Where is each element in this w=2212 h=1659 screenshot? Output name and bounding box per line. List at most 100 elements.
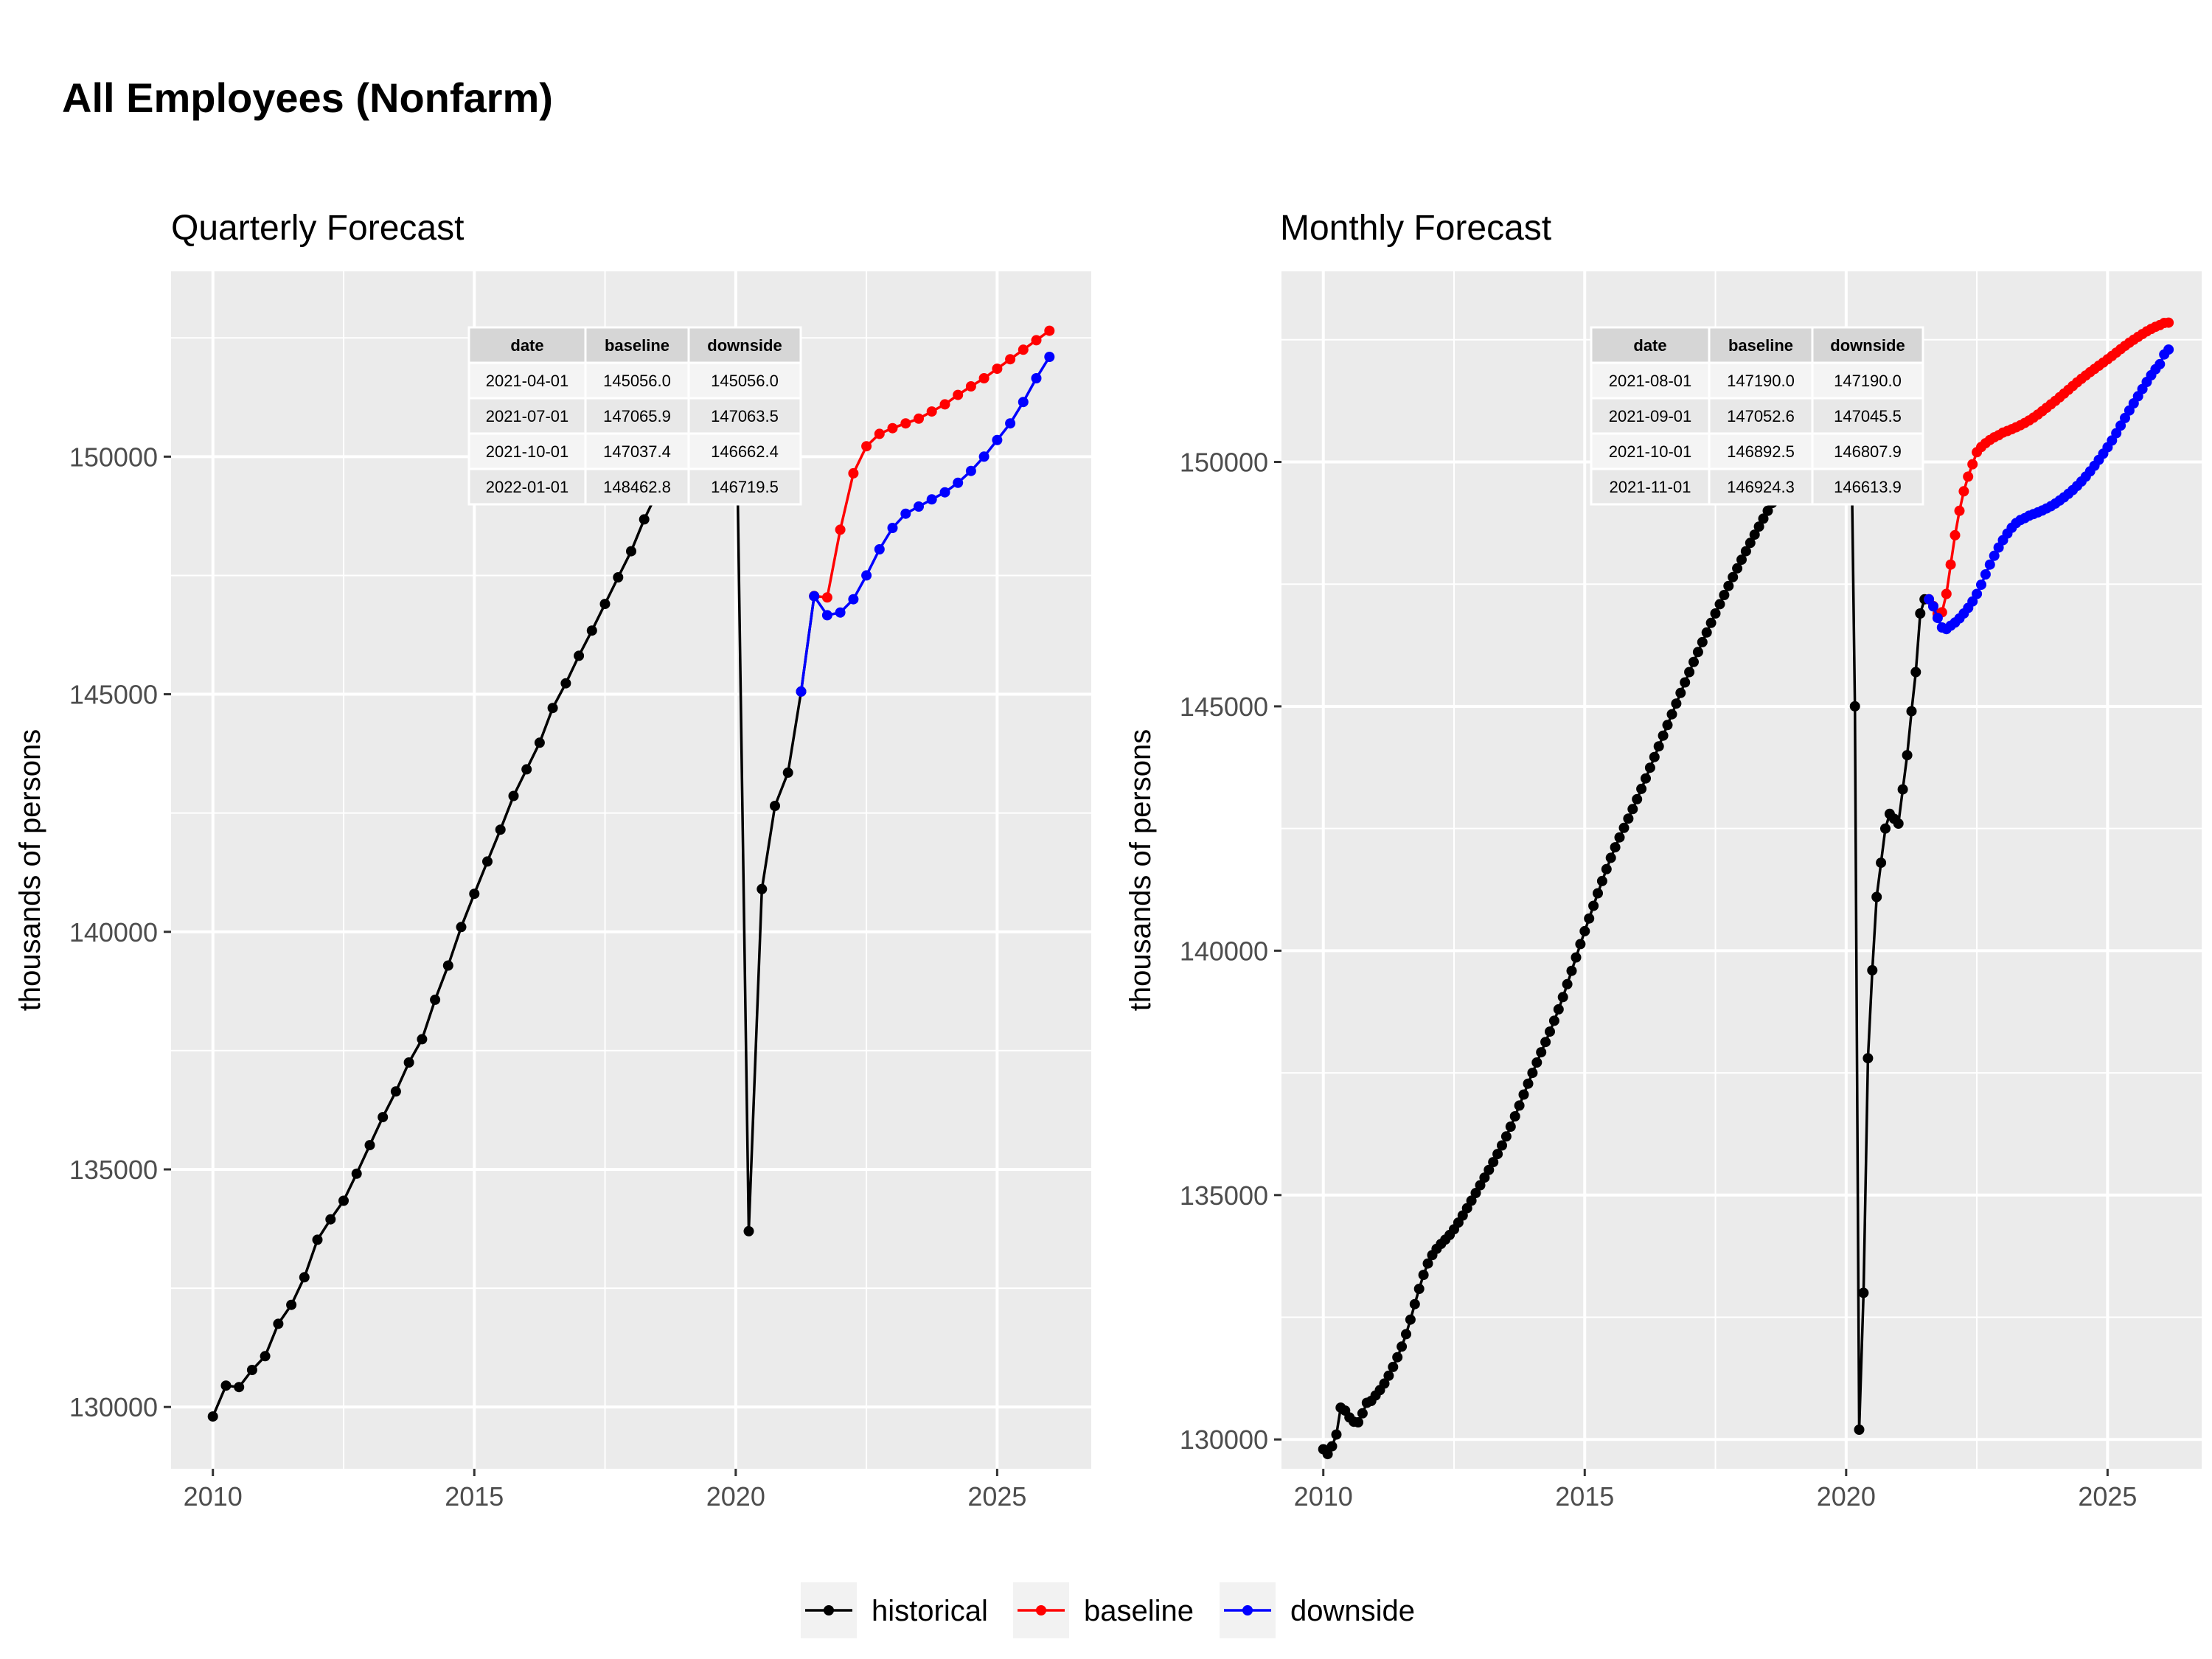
monthly-historical-point [1397,1341,1408,1352]
monthly-historical-point [1479,1172,1490,1183]
quarterly-baseline-point [1005,354,1016,365]
monthly-table-value: 2021-11-01 [1610,478,1691,496]
monthly-historical-point [1871,891,1882,902]
quarterly-y-tick-label: 150000 [69,442,158,472]
monthly-historical-point [1745,538,1756,549]
monthly-downside-point [1984,559,1995,570]
monthly-table-cell [1811,467,1924,506]
quarterly-downside-point [965,465,976,476]
monthly-table-value: 146807.9 [1834,442,1902,461]
monthly-historical-point [1409,1298,1420,1310]
quarterly-y-tick-label: 140000 [69,917,158,947]
quarterly-table-value: 147063.5 [711,407,779,425]
quarterly-y-tick-label: 145000 [69,680,158,710]
monthly-historical-point [1644,762,1655,773]
monthly-table-value: 2021-08-01 [1609,372,1692,390]
monthly-historical-point [1623,813,1634,824]
monthly-historical-point [1383,1370,1394,1381]
quarterly-baseline-point [965,381,976,392]
quarterly-baseline-point [861,441,872,452]
monthly-historical-point [1858,1287,1869,1298]
monthly-historical-point [1601,863,1612,874]
monthly-subtitle: Monthly Forecast [1280,209,1552,248]
quarterly-table-value: 148462.8 [603,478,671,496]
monthly-x-tick-label: 2010 [1294,1481,1353,1512]
monthly-historical-point [1728,571,1739,582]
quarterly-historical-point [613,572,624,582]
monthly-table-value: 147190.0 [1834,372,1902,390]
page-title: All Employees (Nonfarm) [62,74,553,121]
monthly-table-value: 2021-10-01 [1609,442,1692,461]
quarterly-baseline-point [835,524,846,535]
quarterly-historical-point [417,1034,428,1045]
monthly-historical-point [1388,1361,1399,1372]
monthly-table-value: 146613.9 [1834,478,1902,496]
monthly-x-tick-label: 2025 [2078,1481,2137,1512]
monthly-historical-point [1557,992,1568,1003]
quarterly-historical-point [521,764,532,775]
quarterly-table-cell [687,397,802,435]
monthly-downside-point [1972,588,1983,599]
monthly-historical-point [1401,1329,1411,1340]
quarterly-baseline-point [926,406,937,417]
monthly-historical-point [1692,647,1703,658]
quarterly-historical-point [260,1351,271,1362]
quarterly-baseline-point [874,428,885,439]
quarterly-historical-point [495,824,506,835]
monthly-downside-point [2115,420,2126,431]
quarterly-historical-point [456,922,467,933]
quarterly-downside-point [1031,373,1042,383]
quarterly-historical-point [743,1225,754,1237]
quarterly-downside-point [809,591,820,602]
monthly-historical-point [1671,698,1682,709]
quarterly-baseline-point [1044,325,1055,336]
quarterly-table-header-baseline: baseline [605,336,669,355]
monthly-historical-point [1915,608,1926,619]
quarterly-baseline-point [1018,344,1029,355]
monthly-historical-point [1514,1100,1525,1111]
monthly-historical-point [1749,529,1760,540]
quarterly-downside-point [861,570,872,581]
quarterly-historical-point [246,1365,257,1375]
quarterly-historical-point [430,994,441,1005]
monthly-historical-point [1540,1037,1551,1048]
monthly-historical-point [1906,706,1917,717]
monthly-historical-point [1466,1195,1477,1206]
quarterly-downside-point [821,610,832,621]
monthly-downside-point [2120,412,2130,423]
monthly-baseline-point [1941,588,1952,599]
quarterly-historical-point [351,1168,362,1179]
monthly-table-header-cell [1811,326,1924,364]
quarterly-table-value: 147065.9 [603,407,671,425]
legend-dot-baseline [1036,1605,1046,1615]
quarterly-subtitle: Quarterly Forecast [171,209,465,248]
monthly-historical-point [1614,832,1625,843]
monthly-historical-point [1632,793,1643,804]
quarterly-table-value: 146719.5 [711,478,779,496]
monthly-downside-point [1967,596,1978,607]
quarterly-historical-point [508,790,519,801]
monthly-historical-point [1893,818,1904,829]
monthly-historical-point [1326,1441,1338,1452]
quarterly-historical-point [639,514,650,525]
quarterly-baseline-point [953,389,964,400]
monthly-table-value: 146892.5 [1727,442,1795,461]
quarterly-table-value: 146662.4 [711,442,779,461]
monthly-historical-point [1662,720,1673,731]
quarterly-historical-point [770,801,780,811]
quarterly-historical-point [403,1057,414,1068]
monthly-baseline-point [1945,559,1956,570]
monthly-historical-point [1579,925,1590,936]
monthly-historical-point [1484,1164,1495,1175]
monthly-historical-point [1413,1284,1425,1294]
monthly-downside-point [1980,569,1991,580]
quarterly-downside-point [978,451,990,462]
legend-label-downside: downside [1290,1595,1415,1627]
quarterly-downside-point [887,523,898,533]
quarterly-x-tick-label: 2015 [445,1481,504,1512]
monthly-y-tick-label: 135000 [1180,1180,1268,1211]
monthly-y-tick-label: 130000 [1180,1425,1268,1455]
monthly-historical-point [1649,751,1660,762]
monthly-table-header-cell [1590,326,1711,364]
quarterly-historical-point [574,650,585,661]
